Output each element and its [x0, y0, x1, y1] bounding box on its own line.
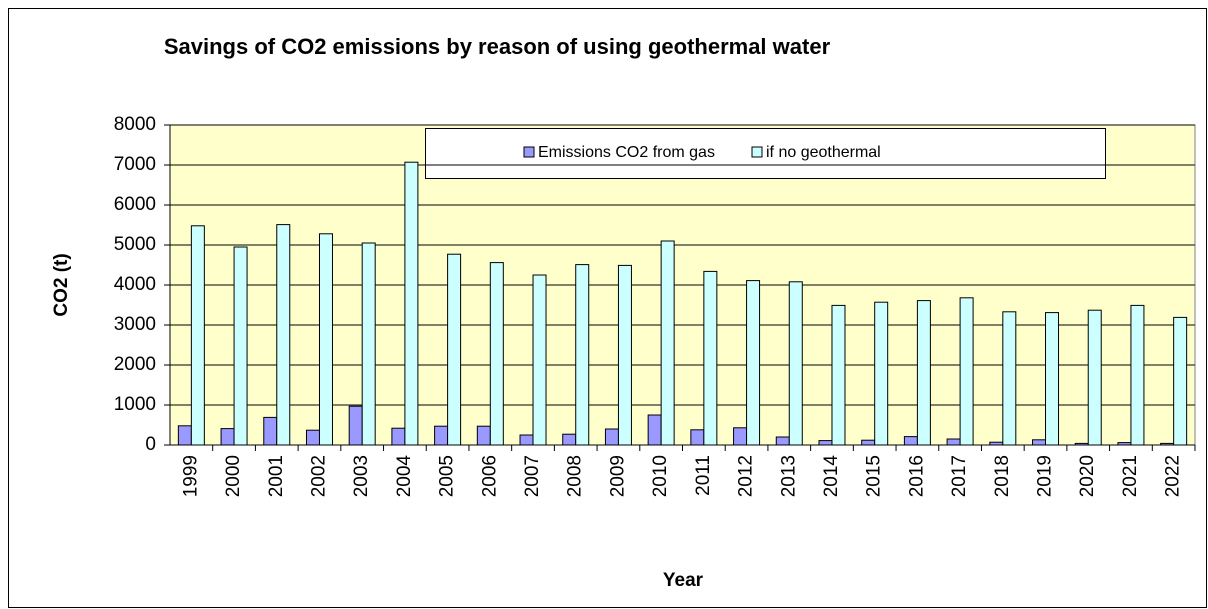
bar [575, 264, 590, 446]
y-tick-label: 0 [145, 434, 156, 455]
x-tick-label: 2004 [394, 455, 415, 498]
bar [489, 262, 504, 446]
y-tick-label: 4000 [114, 274, 156, 295]
bar [361, 242, 376, 446]
x-tick-label: 2011 [693, 455, 714, 496]
y-tick-label: 2000 [114, 354, 156, 375]
x-tick-label: 2008 [565, 455, 586, 497]
x-tick-label: 2018 [992, 455, 1013, 497]
bar [690, 429, 705, 446]
x-tick-label: 2006 [479, 455, 500, 497]
x-tick-label: 2003 [351, 455, 372, 497]
x-tick-label: 2000 [223, 455, 244, 497]
x-tick-label: 1999 [180, 455, 201, 497]
bar [220, 428, 235, 446]
bar [562, 433, 577, 446]
bar [959, 297, 974, 446]
bar [604, 428, 619, 446]
bar [733, 427, 748, 446]
x-tick-label: 2016 [906, 455, 927, 497]
bar [476, 425, 491, 446]
y-axis-label: CO2 (t) [51, 253, 72, 316]
x-axis-label: Year [663, 570, 704, 591]
x-tick-label: 2019 [1035, 455, 1056, 497]
x-tick-label: 2017 [949, 455, 970, 497]
x-tick-label: 2009 [607, 455, 628, 497]
chart-title: Savings of CO2 emissions by reason of us… [164, 34, 831, 59]
bar [1032, 439, 1047, 446]
bar [647, 414, 662, 446]
bar [348, 405, 363, 446]
bar [404, 161, 419, 446]
y-tick-label: 5000 [114, 234, 156, 255]
bar [391, 427, 406, 446]
bar [818, 440, 833, 446]
x-tick-label: 2012 [736, 455, 757, 497]
x-tick-label: 2010 [650, 455, 671, 497]
x-tick-label: 2021 [1120, 455, 1141, 497]
bar [177, 425, 192, 446]
bar [861, 439, 876, 446]
bar [1002, 311, 1017, 446]
y-tick-label: 8000 [114, 114, 156, 135]
bar [1087, 309, 1102, 446]
legend-label: if no geothermal [766, 144, 881, 161]
y-tick-label: 1000 [114, 394, 156, 415]
bar [447, 253, 462, 446]
bar [831, 304, 846, 446]
x-tick-label: 2013 [778, 455, 799, 497]
legend-swatch [523, 146, 535, 158]
bar [916, 300, 931, 446]
bar [318, 233, 333, 446]
y-tick-label: 3000 [114, 314, 156, 335]
bar [519, 434, 534, 446]
y-tick-label: 7000 [114, 154, 156, 175]
bar [1160, 442, 1175, 446]
bar [1117, 442, 1132, 446]
x-tick-label: 2020 [1077, 455, 1098, 497]
bar [1074, 442, 1089, 446]
bar [233, 246, 248, 446]
bar [305, 429, 320, 446]
bar [746, 280, 761, 446]
x-tick-label: 2002 [308, 455, 329, 497]
bar [775, 436, 790, 446]
bar [617, 264, 632, 446]
legend-label: Emissions CO2 from gas [538, 144, 715, 161]
x-tick-label: 2014 [821, 455, 842, 498]
bar [532, 274, 547, 446]
bar [1045, 312, 1060, 446]
x-tick-label: 2007 [522, 455, 543, 497]
bar [1173, 316, 1188, 446]
x-tick-label: 2001 [266, 455, 287, 497]
bar [989, 441, 1004, 446]
bar [434, 425, 449, 446]
legend-swatch [751, 146, 763, 158]
bar [1130, 304, 1145, 446]
x-tick-label: 2022 [1163, 455, 1184, 497]
x-tick-label: 2015 [864, 455, 885, 497]
bar [946, 438, 961, 446]
x-tick-label: 2005 [437, 455, 458, 497]
legend [425, 128, 1106, 179]
bar [903, 436, 918, 446]
bar [263, 416, 278, 446]
bar [703, 270, 718, 446]
bar [190, 225, 205, 446]
bar [788, 281, 803, 446]
bar [276, 224, 291, 446]
bar [874, 301, 889, 446]
bar [660, 240, 675, 446]
y-tick-label: 6000 [114, 194, 156, 215]
